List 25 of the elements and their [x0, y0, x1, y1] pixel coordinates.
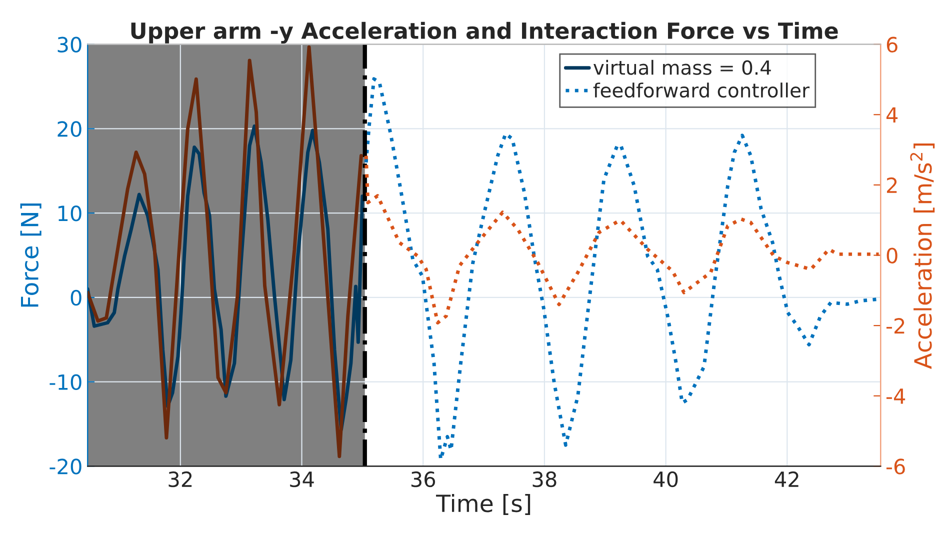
- y2-tick-label: -6: [886, 458, 905, 474]
- y-tick-label: -10: [50, 374, 82, 390]
- x-tick-label: 38: [532, 471, 556, 488]
- legend-label: feedforward controller: [593, 82, 810, 98]
- y-tick-label: 30: [58, 36, 82, 53]
- chart-title: Upper arm -y Acceleration and Interaction Force vs Time: [131, 22, 838, 44]
- y-tick-label: 0: [70, 290, 82, 306]
- x-tick-label: 36: [411, 471, 436, 488]
- y-axis-title: Force [N]: [20, 204, 42, 307]
- x-tick-label: 42: [774, 471, 798, 487]
- y2-axis-title: Acceleration [m/s$^{2}$]: [910, 144, 935, 369]
- y-tick-label: 10: [58, 206, 82, 222]
- legend-label: virtual mass = 0.4: [594, 60, 771, 75]
- x-axis-title: Time [s]: [436, 494, 530, 516]
- y2-tick-label: 6: [886, 36, 898, 53]
- y-tick-label: -20: [50, 458, 82, 474]
- y2-tick-label: -2: [886, 318, 904, 334]
- y2-tick-label: 4: [886, 107, 898, 123]
- x-tick-label: 32: [168, 471, 192, 488]
- x-tick-label: 34: [290, 471, 314, 488]
- x-tick-label: 40: [654, 471, 678, 488]
- y-tick-label: 20: [58, 121, 82, 137]
- y2-tick-label: 0: [886, 248, 898, 264]
- y2-tick-label: 2: [886, 177, 897, 193]
- y2-tick-label: -4: [886, 388, 906, 404]
